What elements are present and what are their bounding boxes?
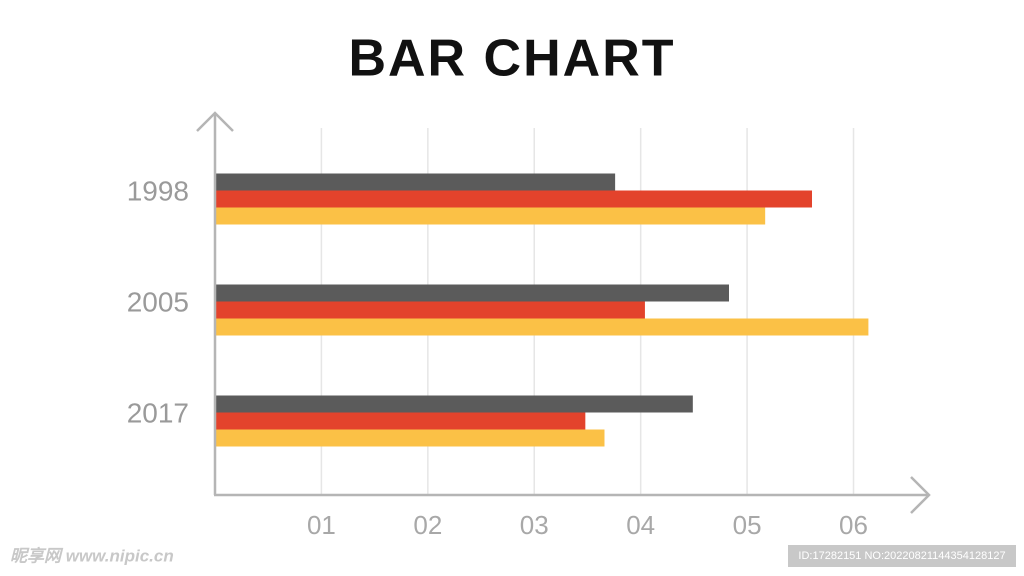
x-axis-arrow — [910, 476, 931, 514]
x-tick-label: 04 — [626, 510, 655, 540]
image-id: ID:17282151 NO:20220821144354128127 — [798, 550, 1005, 562]
bar — [215, 412, 586, 430]
bar — [215, 190, 813, 208]
x-tick-label: 06 — [839, 510, 868, 540]
bar — [215, 318, 869, 336]
x-tick-label: 05 — [733, 510, 762, 540]
bar — [215, 395, 693, 413]
watermark: 昵享网 www.nipic.cn — [10, 546, 174, 565]
y-tick-label: 1998 — [127, 175, 189, 206]
bar — [215, 207, 766, 225]
x-tick-label: 01 — [307, 510, 336, 540]
bar — [215, 429, 605, 447]
chart-title: BAR CHART — [348, 30, 675, 88]
bar — [215, 173, 616, 191]
y-axis-arrow — [196, 111, 234, 132]
bars — [215, 173, 869, 447]
x-tick-label: 03 — [520, 510, 549, 540]
x-tick-label: 02 — [413, 510, 442, 540]
bar — [215, 284, 729, 302]
y-tick-label: 2017 — [127, 397, 189, 428]
y-tick-label: 2005 — [127, 286, 189, 317]
watermark-bg — [0, 542, 220, 572]
id-bg — [788, 545, 1016, 567]
bar — [215, 301, 645, 319]
